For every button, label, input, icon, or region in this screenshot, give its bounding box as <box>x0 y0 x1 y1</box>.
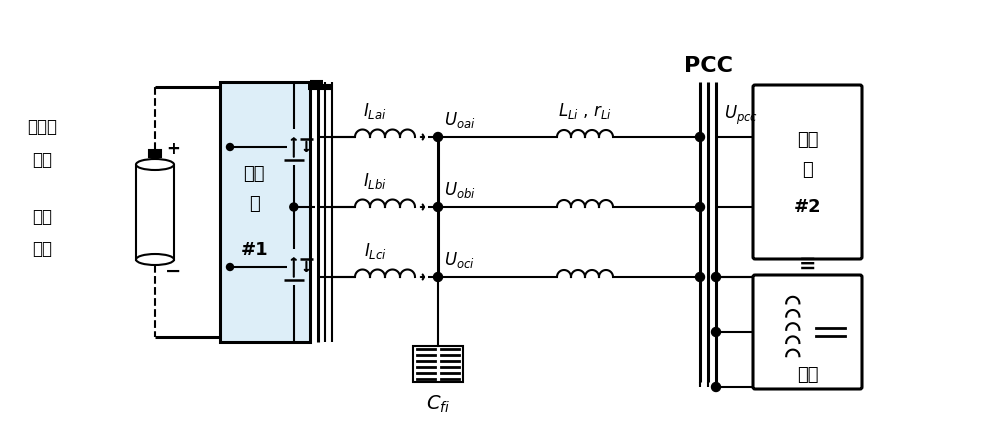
Circle shape <box>434 273 442 282</box>
Ellipse shape <box>136 159 174 170</box>
Circle shape <box>712 382 720 392</box>
Text: #1: #1 <box>240 241 268 259</box>
FancyBboxPatch shape <box>753 85 862 259</box>
Circle shape <box>696 133 704 141</box>
Text: +: + <box>166 141 180 159</box>
FancyBboxPatch shape <box>149 149 161 156</box>
Circle shape <box>696 273 704 282</box>
Circle shape <box>712 328 720 336</box>
Text: 分布式: 分布式 <box>27 118 57 136</box>
Circle shape <box>290 203 298 211</box>
Text: $\boldsymbol{U_{pcc}}$: $\boldsymbol{U_{pcc}}$ <box>724 104 758 127</box>
Text: 电源: 电源 <box>32 151 52 169</box>
Text: $\boldsymbol{L_{Li}}$ , $\boldsymbol{r_{Li}}$: $\boldsymbol{L_{Li}}$ , $\boldsymbol{r_{… <box>558 101 612 121</box>
Circle shape <box>434 202 442 212</box>
FancyBboxPatch shape <box>220 82 310 342</box>
Text: PCC: PCC <box>684 56 732 76</box>
Text: 储能: 储能 <box>32 208 52 226</box>
Circle shape <box>226 144 234 150</box>
Text: #2: #2 <box>794 198 821 216</box>
Text: 器: 器 <box>802 161 813 179</box>
Circle shape <box>226 263 234 271</box>
Text: $\boldsymbol{U_{oci}}$: $\boldsymbol{U_{oci}}$ <box>444 250 475 270</box>
Text: 器: 器 <box>249 195 260 213</box>
Text: 单元: 单元 <box>32 240 52 258</box>
Text: $\boldsymbol{U_{oai}}$: $\boldsymbol{U_{oai}}$ <box>444 110 476 130</box>
Text: $\boldsymbol{C_{fi}}$: $\boldsymbol{C_{fi}}$ <box>426 394 450 415</box>
Text: $\boldsymbol{I_{Lci}}$: $\boldsymbol{I_{Lci}}$ <box>364 241 386 261</box>
Text: $\boldsymbol{I_{Lai}}$: $\boldsymbol{I_{Lai}}$ <box>363 101 387 121</box>
FancyBboxPatch shape <box>753 275 862 389</box>
Text: 负载: 负载 <box>797 366 818 384</box>
Circle shape <box>434 133 442 141</box>
Circle shape <box>712 273 720 282</box>
FancyBboxPatch shape <box>136 164 174 259</box>
Text: $\boldsymbol{U_{obi}}$: $\boldsymbol{U_{obi}}$ <box>444 180 476 200</box>
Circle shape <box>696 202 704 212</box>
FancyBboxPatch shape <box>413 346 463 382</box>
Text: ≡: ≡ <box>799 254 816 274</box>
Text: −: − <box>165 262 181 281</box>
Ellipse shape <box>136 254 174 265</box>
Text: $\boldsymbol{I_{Lbi}}$: $\boldsymbol{I_{Lbi}}$ <box>363 171 387 191</box>
Text: 逆变: 逆变 <box>243 165 265 183</box>
Text: 逆变: 逆变 <box>797 131 818 149</box>
